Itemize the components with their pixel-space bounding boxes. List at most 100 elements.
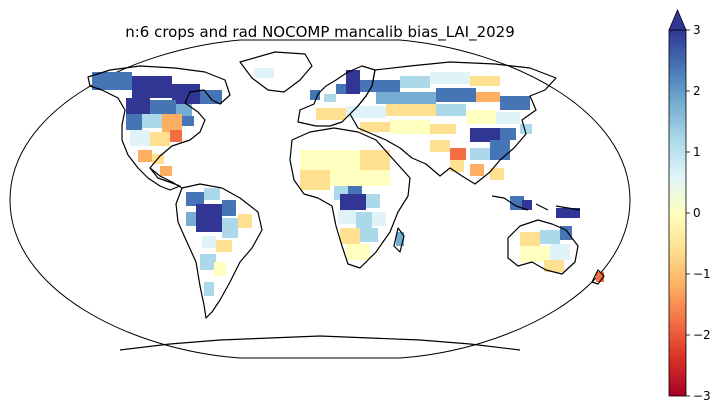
bias-cell <box>520 246 550 262</box>
bias-cell <box>162 114 182 132</box>
bias-cell <box>160 166 172 176</box>
bias-cell <box>126 114 142 130</box>
bias-cell <box>300 150 360 170</box>
colorbar-tick-label: 1 <box>693 145 701 159</box>
map-area <box>9 39 631 359</box>
bias-cell <box>386 104 436 116</box>
bias-cell <box>400 76 430 88</box>
bias-cell <box>436 88 476 102</box>
bias-cell <box>366 194 380 208</box>
bias-cell <box>470 76 500 86</box>
bias-cell <box>430 72 470 84</box>
bias-cell <box>238 214 252 228</box>
bias-cell <box>196 204 222 232</box>
coastlines <box>87 51 605 351</box>
coast-indonesia <box>491 195 581 211</box>
bias-cell <box>130 130 150 146</box>
bias-cell <box>316 108 346 120</box>
bias-cell <box>550 244 570 260</box>
bias-cell <box>340 194 366 210</box>
bias-cell <box>496 112 520 124</box>
bias-cell <box>540 230 560 244</box>
colorbar: 3 2 1 0 −1 −2 −3 <box>668 8 711 403</box>
bias-cell <box>520 232 540 246</box>
bias-cell <box>376 92 436 104</box>
bias-cell <box>336 84 346 94</box>
bias-cell <box>200 254 216 270</box>
bias-cell <box>360 80 400 92</box>
bias-cell <box>520 124 532 134</box>
colorbar-gradient <box>668 29 687 397</box>
bias-cell <box>204 282 214 296</box>
bias-cell <box>360 122 390 132</box>
bias-cell <box>360 150 390 170</box>
coast-north-america <box>87 65 231 191</box>
bias-cell <box>222 200 236 216</box>
bias-cell <box>490 140 510 160</box>
bias-cell <box>186 192 204 206</box>
bias-cell <box>324 94 336 102</box>
bias-cell <box>214 262 226 276</box>
bias-cell <box>522 200 532 210</box>
bias-cell <box>200 90 222 104</box>
bias-cell <box>176 104 192 116</box>
bias-cell <box>150 100 176 114</box>
bias-cell <box>470 148 490 160</box>
colorbar-tick-label: −1 <box>693 267 711 281</box>
colorbar-tick-label: −3 <box>693 389 711 403</box>
bias-cell <box>500 96 530 110</box>
bias-cell <box>396 232 404 246</box>
colorbar-extend-arrow <box>668 8 687 31</box>
bias-cell <box>142 114 162 128</box>
bias-cell <box>340 228 360 244</box>
bias-cell <box>204 188 220 200</box>
colorbar-tick-label: 3 <box>693 23 701 37</box>
bias-cell <box>172 84 200 104</box>
bias-cell <box>490 168 504 180</box>
bias-cell <box>500 128 516 140</box>
coast-australia <box>507 219 579 275</box>
bias-cell <box>510 196 524 210</box>
coast-antarctica <box>119 335 521 351</box>
bias-cell <box>556 208 580 218</box>
bias-grid <box>92 68 604 296</box>
bias-cell <box>182 116 194 126</box>
bias-cell <box>466 110 496 124</box>
coast-south-america <box>175 183 263 319</box>
bias-cell <box>222 218 238 238</box>
map-title: n:6 crops and rad NOCOMP mancalib bias_L… <box>125 23 515 42</box>
bias-cell <box>450 148 466 160</box>
coast-africa <box>289 127 411 269</box>
bias-cell <box>544 260 564 272</box>
coast-madagascar <box>393 227 405 253</box>
bias-cell <box>476 92 500 102</box>
bias-cell <box>338 210 356 224</box>
bias-cell <box>360 228 378 242</box>
bias-cell <box>310 90 320 100</box>
bias-cell <box>170 130 182 142</box>
bias-cell <box>92 72 132 90</box>
colorbar-tick-label: −2 <box>693 328 711 342</box>
coast-new-zealand <box>591 269 605 285</box>
colorbar-tick-label: 0 <box>693 206 701 220</box>
bias-cell <box>138 150 152 162</box>
bias-cell <box>346 70 360 94</box>
coast-central-america <box>149 167 183 189</box>
bias-cell <box>346 106 386 118</box>
bias-cell <box>186 212 196 226</box>
bias-cell <box>430 140 450 152</box>
bias-cell <box>450 160 464 172</box>
bias-cell <box>346 244 370 260</box>
bias-cell <box>390 120 430 134</box>
coast-greenland <box>239 51 313 93</box>
bias-cell <box>470 164 484 176</box>
coast-asia <box>349 61 557 185</box>
colorbar-tick-label: 2 <box>693 84 701 98</box>
bias-cell <box>330 170 390 186</box>
bias-cell <box>356 212 372 228</box>
bias-cell <box>150 132 170 146</box>
bias-cell <box>560 226 572 240</box>
bias-cell <box>202 236 216 248</box>
bias-cell <box>126 98 150 114</box>
